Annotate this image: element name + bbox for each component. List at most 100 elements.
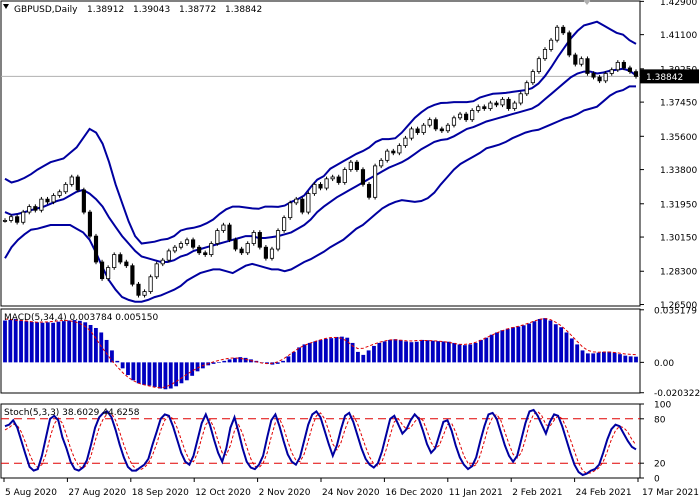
- macd-bar: [409, 342, 414, 363]
- macd-bar: [302, 344, 307, 363]
- price-candle-body: [154, 263, 159, 278]
- price-candle-body: [603, 73, 608, 82]
- price-candle-body: [324, 178, 329, 189]
- macd-bar: [521, 325, 526, 363]
- price-candle-body: [379, 159, 384, 167]
- price-candle-body: [633, 71, 639, 77]
- price-candle-body: [366, 183, 372, 198]
- price-candle-body: [360, 169, 366, 185]
- price-candle-body: [233, 239, 238, 250]
- macd-bar: [388, 339, 392, 363]
- price-candle-body: [524, 82, 529, 95]
- bollinger-upper-line: [4, 20, 637, 245]
- macd-bar: [436, 341, 441, 363]
- macd-bar: [142, 362, 146, 385]
- x-tick-label: 27 Aug 2020: [68, 488, 126, 498]
- price-candle-body: [494, 102, 499, 106]
- macd-bar: [628, 356, 633, 363]
- macd-bar: [345, 337, 350, 363]
- price-candle-body: [197, 246, 202, 254]
- x-tick-label: 24 Feb 2021: [576, 488, 632, 498]
- price-candle-body: [51, 195, 56, 203]
- macd-y-tick-label: 0.035179: [654, 306, 697, 316]
- price-candle-body: [148, 276, 153, 292]
- macd-bar: [13, 319, 18, 363]
- macd-bar: [553, 324, 558, 363]
- price-candle-body: [597, 76, 602, 82]
- macd-bar: [452, 342, 457, 363]
- price-candle-body: [124, 261, 129, 267]
- stoch-y-tick-label: 80: [654, 415, 666, 425]
- price-candle-body: [282, 217, 287, 231]
- price-candle-body: [100, 261, 105, 280]
- macd-bar: [446, 341, 451, 363]
- price-candle-body: [45, 198, 50, 203]
- macd-bar: [398, 339, 403, 363]
- macd-bar: [307, 342, 312, 363]
- macd-bar: [575, 344, 580, 363]
- price-y-tick-label: 1.33800: [660, 166, 697, 176]
- price-candle-body: [257, 232, 262, 248]
- price-candle-body: [81, 189, 86, 213]
- bollinger-lower-line: [4, 85, 636, 303]
- macd-bar: [441, 341, 446, 363]
- macd-bar: [120, 362, 125, 369]
- macd-bar: [339, 336, 344, 363]
- macd-panel: MACD(5,34,4) 0.003784 0.005150: [0, 308, 641, 394]
- price-candle-body: [476, 106, 481, 111]
- macd-bar: [462, 345, 467, 363]
- price-candle-body: [87, 211, 93, 237]
- x-tick-label: 17 Mar 2021: [642, 488, 699, 498]
- macd-bar: [29, 322, 34, 363]
- macd-bar: [356, 351, 360, 363]
- price-candle-body: [609, 69, 614, 74]
- price-candle-body: [373, 165, 378, 198]
- macd-bar: [136, 362, 141, 384]
- macd-bar: [158, 362, 162, 389]
- macd-bar: [404, 341, 408, 363]
- price-candle-body: [184, 239, 190, 244]
- x-tick-label: 5 Aug 2020: [5, 488, 57, 498]
- price-candle-body: [627, 67, 633, 73]
- macd-bar: [580, 350, 585, 363]
- price-y-tick-label: 1.42900: [660, 0, 697, 8]
- macd-bar: [291, 351, 296, 363]
- macd-bar: [585, 353, 590, 363]
- price-y-tick-label: 1.26500: [660, 301, 697, 311]
- price-panel-frame: [0, 0, 641, 307]
- macd-bar: [543, 318, 548, 363]
- chart-shift-icon: [583, 0, 591, 5]
- price-candle-body: [263, 246, 268, 259]
- price-panel: GBPUSD,Daily 1.38912 1.39043 1.38772 1.38842: [0, 0, 641, 307]
- bollinger-middle-line: [4, 67, 637, 263]
- price-candle-body: [39, 198, 44, 211]
- price-candle-body: [57, 191, 62, 196]
- price-candle-body: [93, 235, 99, 263]
- price-candle-body: [403, 137, 408, 146]
- macd-bar: [83, 322, 88, 363]
- price-candle-body: [239, 248, 244, 254]
- macd-y-tick-label: 0.00: [654, 359, 674, 369]
- macd-bar: [281, 360, 285, 363]
- price-candle-body: [433, 119, 438, 130]
- price-candle-body: [457, 113, 463, 119]
- macd-bar: [233, 357, 237, 363]
- macd-bar: [131, 362, 136, 381]
- stoch-y-tick-label: 0: [654, 475, 660, 485]
- macd-bar: [8, 319, 13, 363]
- price-candle-body: [518, 93, 523, 104]
- price-candle-body: [512, 102, 517, 109]
- price-candle-body: [451, 117, 457, 126]
- price-candle-body: [397, 145, 402, 154]
- x-tick-label: 16 Dec 2020: [385, 488, 443, 498]
- price-candle-body: [439, 128, 444, 132]
- macd-bar: [61, 321, 66, 363]
- price-candle-body: [464, 113, 469, 121]
- macd-bar: [425, 340, 430, 363]
- price-candle-body: [300, 198, 305, 213]
- x-tick-label: 12 Oct 2020: [195, 488, 251, 498]
- macd-bar: [19, 320, 23, 363]
- macd-bar: [377, 342, 382, 363]
- price-candle-body: [160, 259, 165, 265]
